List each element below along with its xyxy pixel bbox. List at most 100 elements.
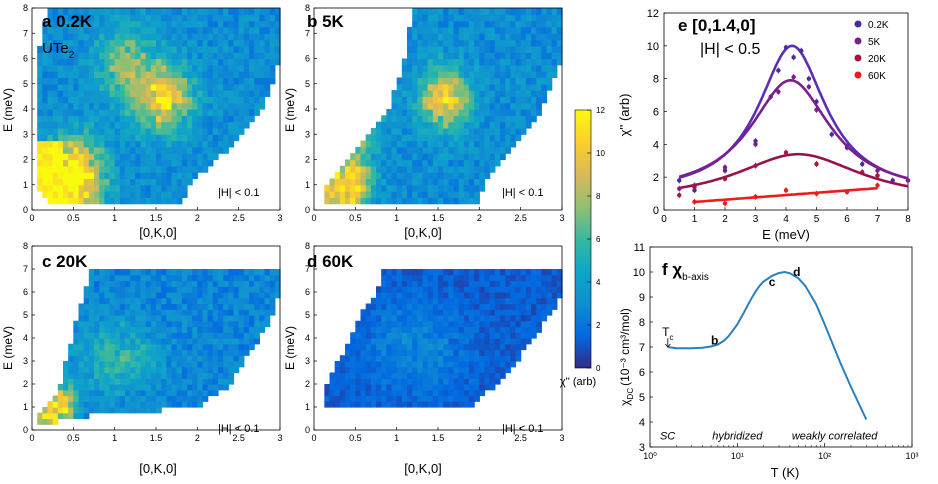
heatmap-cell (145, 14, 152, 22)
heatmap-cell (145, 39, 152, 47)
heatmap-cell (197, 127, 204, 135)
heatmap-cell (500, 109, 506, 116)
heatmap-cell (218, 39, 224, 47)
heatmap-cell (422, 349, 429, 356)
heatmap-cell (432, 146, 439, 154)
heatmap-cell (233, 39, 240, 47)
heatmap-cell (525, 303, 532, 310)
heatmap-cell (505, 309, 511, 316)
heatmap-cell (135, 407, 142, 414)
heatmap-cell (83, 349, 90, 356)
heatmap-cell (83, 297, 90, 305)
heatmap-cell (166, 349, 173, 356)
heatmap-cell (500, 269, 506, 276)
heatmap-cell (192, 366, 198, 374)
heatmap-cell (130, 384, 136, 391)
heatmap-cell (104, 274, 111, 282)
heatmap-cell (531, 64, 537, 72)
heatmap-cell (259, 71, 266, 79)
x-tick-label: 1.5 (432, 433, 445, 443)
heatmap-cell (365, 378, 372, 385)
heatmap-cell (42, 407, 49, 414)
heatmap-cell (192, 165, 198, 173)
heatmap-cell (274, 8, 281, 15)
heatmap-cell (438, 366, 444, 374)
heatmap-cell (119, 303, 126, 310)
heatmap-cell (417, 140, 424, 148)
heatmap-cell (541, 269, 548, 276)
heatmap-cell (515, 320, 522, 328)
heatmap-cell (202, 355, 209, 362)
heatmap-cell (505, 146, 511, 154)
heatmap-cell (119, 407, 126, 414)
heatmap-cell (407, 146, 413, 154)
heatmap-cell (484, 338, 491, 345)
heatmap-cell (57, 184, 64, 192)
heatmap-cell (510, 52, 517, 60)
heatmap-cell (88, 309, 95, 316)
heatmap-cell (94, 153, 100, 161)
y-tick-label: 8 (639, 317, 645, 329)
heatmap-cell (192, 401, 198, 408)
heatmap-cell (114, 83, 121, 91)
heatmap-cell (427, 102, 434, 110)
heatmap-cell (223, 338, 229, 345)
heatmap-cell (109, 384, 116, 391)
heatmap-cell (515, 8, 522, 15)
heatmap-cell (181, 159, 188, 167)
heatmap-cell (438, 102, 444, 110)
heatmap-cell (63, 378, 69, 385)
heatmap-cell (381, 286, 387, 293)
heatmap-cell (150, 389, 157, 397)
heatmap-cell (355, 320, 362, 328)
heatmap-cell (458, 33, 465, 41)
heatmap-cell (531, 274, 537, 282)
heatmap-cell (469, 71, 475, 79)
heatmap-cell (453, 309, 460, 316)
heatmap-cell (474, 121, 480, 129)
heatmap-cell (443, 178, 449, 186)
heatmap-cell (500, 292, 506, 299)
heatmap-cell (469, 309, 475, 316)
heatmap-cell (114, 26, 121, 34)
heatmap-cell (479, 58, 486, 66)
heatmap-cell (463, 178, 470, 186)
heatmap-cell (401, 115, 408, 123)
heatmap-cell (119, 71, 126, 79)
heatmap-cell (264, 20, 271, 28)
heatmap-cell (171, 303, 178, 310)
y-tick-label: 5 (23, 79, 28, 89)
heatmap-cell (531, 14, 537, 22)
heatmap-cell (510, 349, 517, 356)
heatmap-cell (212, 39, 219, 47)
heatmap-cell (207, 315, 214, 322)
heatmap-cell (469, 146, 475, 154)
heatmap-cell (484, 332, 491, 339)
heatmap-cell (42, 39, 49, 47)
heatmap-cell (264, 309, 271, 316)
heatmap-cell (381, 355, 387, 362)
heatmap-cell (161, 315, 167, 322)
heatmap-cell (249, 33, 255, 41)
heatmap-cell (432, 343, 439, 351)
heatmap-cell (88, 96, 95, 104)
heatmap-cell (494, 102, 501, 110)
heatmap-cell (525, 45, 532, 53)
x-tick-label: 0.5 (349, 433, 362, 443)
heatmap-cell (556, 52, 563, 60)
legend-marker-0.2K (854, 20, 862, 28)
heatmap-cell (448, 401, 455, 408)
data-point-20K (677, 193, 682, 198)
heatmap-cell (73, 115, 80, 123)
heatmap-cell (412, 83, 418, 91)
heatmap-cell (458, 349, 465, 356)
heatmap-cell (150, 102, 157, 110)
heatmap-cell (386, 197, 393, 205)
data-point-60K (753, 194, 758, 200)
heatmap-cell (78, 309, 85, 316)
heatmap-cell (407, 127, 413, 135)
heatmap-cell (140, 121, 147, 129)
heatmap-cell (463, 172, 470, 180)
heatmap-cell (57, 102, 64, 110)
